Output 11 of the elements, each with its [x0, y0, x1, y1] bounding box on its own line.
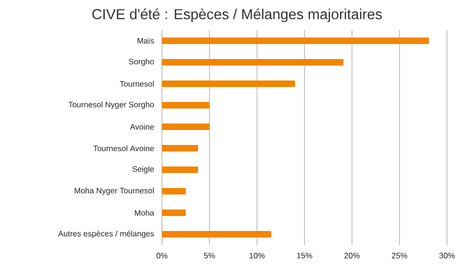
- bar: [162, 102, 210, 108]
- chart-title: CIVE d'été : Espèces / Mélanges majoritaires: [92, 8, 382, 22]
- bar: [162, 59, 344, 66]
- bar: [162, 124, 210, 130]
- bar: [162, 38, 429, 44]
- bar: [162, 145, 198, 152]
- bar: [162, 80, 296, 87]
- bar: [162, 210, 186, 216]
- bar: [162, 188, 186, 195]
- bar: [162, 231, 272, 238]
- bar: [162, 166, 198, 174]
